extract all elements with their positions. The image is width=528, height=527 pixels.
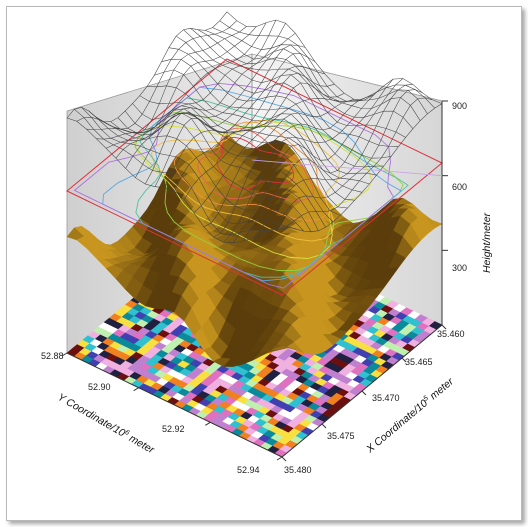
x-tick-label: 35.480: [284, 465, 312, 475]
wireframe-line: [132, 103, 348, 209]
z-tick-label: 600: [452, 182, 467, 192]
z-tick-label: 900: [452, 101, 467, 111]
wireframe-line: [154, 69, 370, 185]
x-tick-mark: [401, 357, 407, 363]
wireframe-line: [74, 108, 290, 236]
wireframe-line: [124, 108, 341, 216]
wireframe-line: [103, 112, 319, 231]
wireframe-line: [190, 28, 406, 138]
contour-line: [102, 86, 403, 282]
wireframe-line: [146, 85, 363, 193]
z-tick-label: 300: [452, 263, 467, 273]
wireframe-line: [168, 47, 384, 168]
x-tick-label: 35.470: [372, 393, 400, 403]
y-axis-title: Y Coordinate/106 meter: [56, 391, 157, 456]
x-tick-label: 35.460: [437, 329, 465, 339]
wireframe-line: [175, 35, 392, 159]
y-tick-label: 52.94: [237, 465, 260, 475]
wireframe-line: [219, 20, 435, 109]
y-tick-mark: [276, 456, 283, 461]
chart-frame: 52.88 52.90 52.92 52.94 35.460 35.465 35…: [6, 6, 522, 521]
wireframe-layer: [66, 11, 443, 244]
chart-layers: [66, 11, 443, 458]
z-axis-title: Height/meter: [481, 212, 493, 273]
x-tick-mark: [321, 423, 327, 429]
y-axis-line: [66, 352, 283, 458]
surface-3d-chart: 52.88 52.90 52.92 52.94 35.460 35.465 35…: [41, 11, 493, 475]
x-tick-labels: 35.460 35.465 35.470 35.475 35.480: [284, 329, 465, 475]
contour-wall-edge: [251, 159, 443, 177]
chart-axes: [61, 100, 448, 462]
wireframe-line: [161, 59, 377, 176]
x-tick-mark: [441, 324, 447, 330]
contour-line: [173, 121, 329, 222]
x-tick-mark: [281, 456, 287, 462]
y-tick-mark: [133, 387, 139, 392]
wireframe-line: [139, 95, 355, 201]
y-tick-label: 52.90: [88, 382, 111, 392]
contour-line: [73, 82, 395, 289]
x-tick-mark: [361, 390, 367, 396]
wireframe-line: [95, 116, 312, 232]
surface-cell: [272, 345, 290, 350]
wireframe-line: [226, 11, 443, 104]
contour-line: [135, 97, 409, 278]
x-tick-label: 35.465: [405, 357, 433, 367]
wireframe-line: [81, 107, 297, 230]
y-tick-labels: 52.88 52.90 52.92 52.94: [41, 351, 260, 475]
wireframe-line: [183, 29, 399, 147]
y-tick-label: 52.92: [162, 424, 185, 434]
wireframe-line: [88, 110, 304, 232]
z-tick-labels: 300 600 900: [452, 101, 467, 273]
contour-line: [150, 120, 340, 242]
wireframe-line: [110, 112, 326, 228]
y-tick-label: 52.88: [41, 351, 64, 361]
y-tick-mark: [205, 421, 211, 426]
x-axis-title: X Coordinate/105 meter: [363, 375, 456, 456]
y-tick-mark: [61, 352, 68, 357]
wireframe-line: [66, 117, 283, 244]
wireframe-line: [212, 27, 428, 114]
wireframe-line: [205, 30, 421, 121]
x-tick-label: 35.475: [327, 431, 355, 441]
contour-line: [216, 136, 295, 190]
wireframe-line: [197, 29, 414, 129]
